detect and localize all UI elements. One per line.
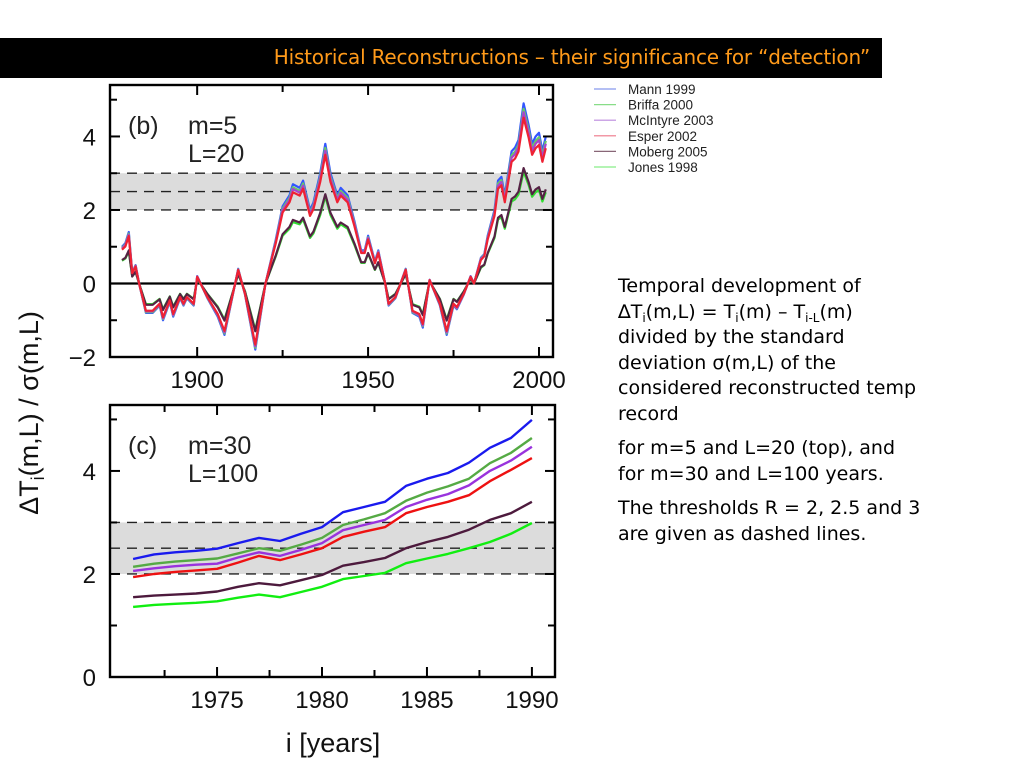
description-paragraph-3: The thresholds R = 2, 2.5 and 3 are give… bbox=[618, 496, 1018, 547]
legend-label: Esper 2002 bbox=[628, 129, 697, 144]
desc-line: considered reconstructed temp bbox=[618, 377, 917, 399]
chart-panel-c: 1975 1980 1985 1990 0 2 4 (c) m=30 L=100 i [ye… bbox=[83, 403, 559, 758]
y-tick-label: 0 bbox=[83, 271, 96, 298]
param-l: L=100 bbox=[188, 460, 258, 488]
desc-line: Temporal development of bbox=[618, 275, 861, 297]
panel-label: (c) bbox=[128, 432, 157, 460]
series-line-briffa-2000 bbox=[121, 107, 547, 349]
chart-panel-b: 1900 1950 2000 −2 0 2 4 (b) m=5 L=20 bbox=[69, 83, 566, 394]
desc-line: divided by the standard bbox=[618, 326, 845, 348]
description-paragraph-1: Temporal development of ∆Ti(m,L) = Ti(m)… bbox=[618, 274, 1018, 427]
legend-label: Jones 1998 bbox=[628, 160, 698, 175]
legend-item: Esper 2002 bbox=[594, 129, 697, 144]
x-tick-label: 1900 bbox=[170, 367, 223, 394]
tick-labels: 1975 1980 1985 1990 0 2 4 bbox=[83, 459, 559, 714]
description-text: Temporal development of ∆Ti(m,L) = Ti(m)… bbox=[618, 274, 1018, 556]
legend-item: Mann 1999 bbox=[594, 82, 696, 97]
desc-line: deviation σ(m,L) of the bbox=[618, 351, 836, 374]
legend-label: Moberg 2005 bbox=[628, 144, 708, 159]
x-tick-label: 1980 bbox=[295, 687, 348, 714]
series-line-esper-2002 bbox=[132, 457, 533, 579]
series-line-mcintyre-2003 bbox=[132, 445, 533, 573]
plot-frame bbox=[108, 403, 557, 679]
desc-line: for m=30 and L=100 years. bbox=[618, 462, 884, 485]
legend-item: Briffa 2000 bbox=[594, 98, 693, 113]
panel-label: (b) bbox=[128, 112, 159, 140]
param-m: m=5 bbox=[188, 112, 237, 140]
series-line-moberg-2005 bbox=[121, 167, 547, 333]
series-group bbox=[121, 102, 547, 351]
series-line-moberg-2005 bbox=[133, 500, 533, 599]
y-tick-label: 0 bbox=[83, 665, 96, 692]
plot-frame bbox=[108, 83, 555, 359]
x-tick-label: 1985 bbox=[400, 687, 453, 714]
y-tick-label: 2 bbox=[83, 562, 96, 589]
plot-border bbox=[108, 83, 555, 359]
series-line-briffa-2000 bbox=[132, 437, 533, 568]
y-tick-label: 2 bbox=[83, 198, 96, 225]
y-tick-label: −2 bbox=[69, 345, 96, 372]
description-paragraph-2: for m=5 and L=20 (top), and for m=30 and… bbox=[618, 436, 1018, 487]
threshold-lines bbox=[110, 521, 555, 575]
y-tick-label: 4 bbox=[83, 459, 96, 486]
series-line-mann-1999 bbox=[121, 102, 547, 351]
desc-line: record bbox=[618, 402, 679, 425]
desc-line: for m=5 and L=20 (top), and bbox=[618, 437, 896, 459]
series-group bbox=[132, 418, 533, 609]
title-bar: Historical Reconstructions – their signi… bbox=[0, 38, 882, 78]
param-m: m=30 bbox=[188, 432, 251, 460]
legend-label: Mann 1999 bbox=[628, 82, 696, 97]
x-tick-label: 1990 bbox=[505, 687, 558, 714]
x-tick-label: 1950 bbox=[341, 367, 394, 394]
legend-item: Jones 1998 bbox=[594, 160, 698, 175]
axis-ticks bbox=[110, 85, 553, 358]
desc-formula: ∆Ti(m,L) = Ti(m) – Ti-L(m) bbox=[618, 300, 853, 325]
desc-line: The thresholds R = 2, 2.5 and 3 bbox=[618, 497, 921, 519]
x-axis-title: i [years] bbox=[286, 728, 381, 758]
series-line-esper-2002 bbox=[121, 116, 547, 346]
series-line-mcintyre-2003 bbox=[121, 111, 547, 348]
plot-border bbox=[108, 403, 557, 679]
y-tick-label: 4 bbox=[83, 124, 96, 151]
param-l: L=20 bbox=[188, 140, 244, 168]
x-tick-label: 1975 bbox=[190, 687, 243, 714]
legend-label: Briffa 2000 bbox=[628, 98, 693, 113]
y-axis-title: ΔTi(m,L) / σ(m,L) bbox=[14, 311, 48, 515]
desc-line: are given as dashed lines. bbox=[618, 522, 867, 545]
x-tick-label: 2000 bbox=[512, 367, 565, 394]
slide-title: Historical Reconstructions – their signi… bbox=[273, 45, 870, 69]
legend-label: McIntyre 2003 bbox=[628, 113, 714, 128]
tick-labels: 1900 1950 2000 −2 0 2 4 bbox=[69, 124, 566, 394]
legend-item: McIntyre 2003 bbox=[594, 113, 714, 128]
axis-ticks bbox=[110, 405, 555, 678]
series-line-jones-1998 bbox=[132, 521, 533, 609]
legend-item: Moberg 2005 bbox=[594, 144, 708, 159]
series-line-mann-1999 bbox=[132, 418, 533, 561]
